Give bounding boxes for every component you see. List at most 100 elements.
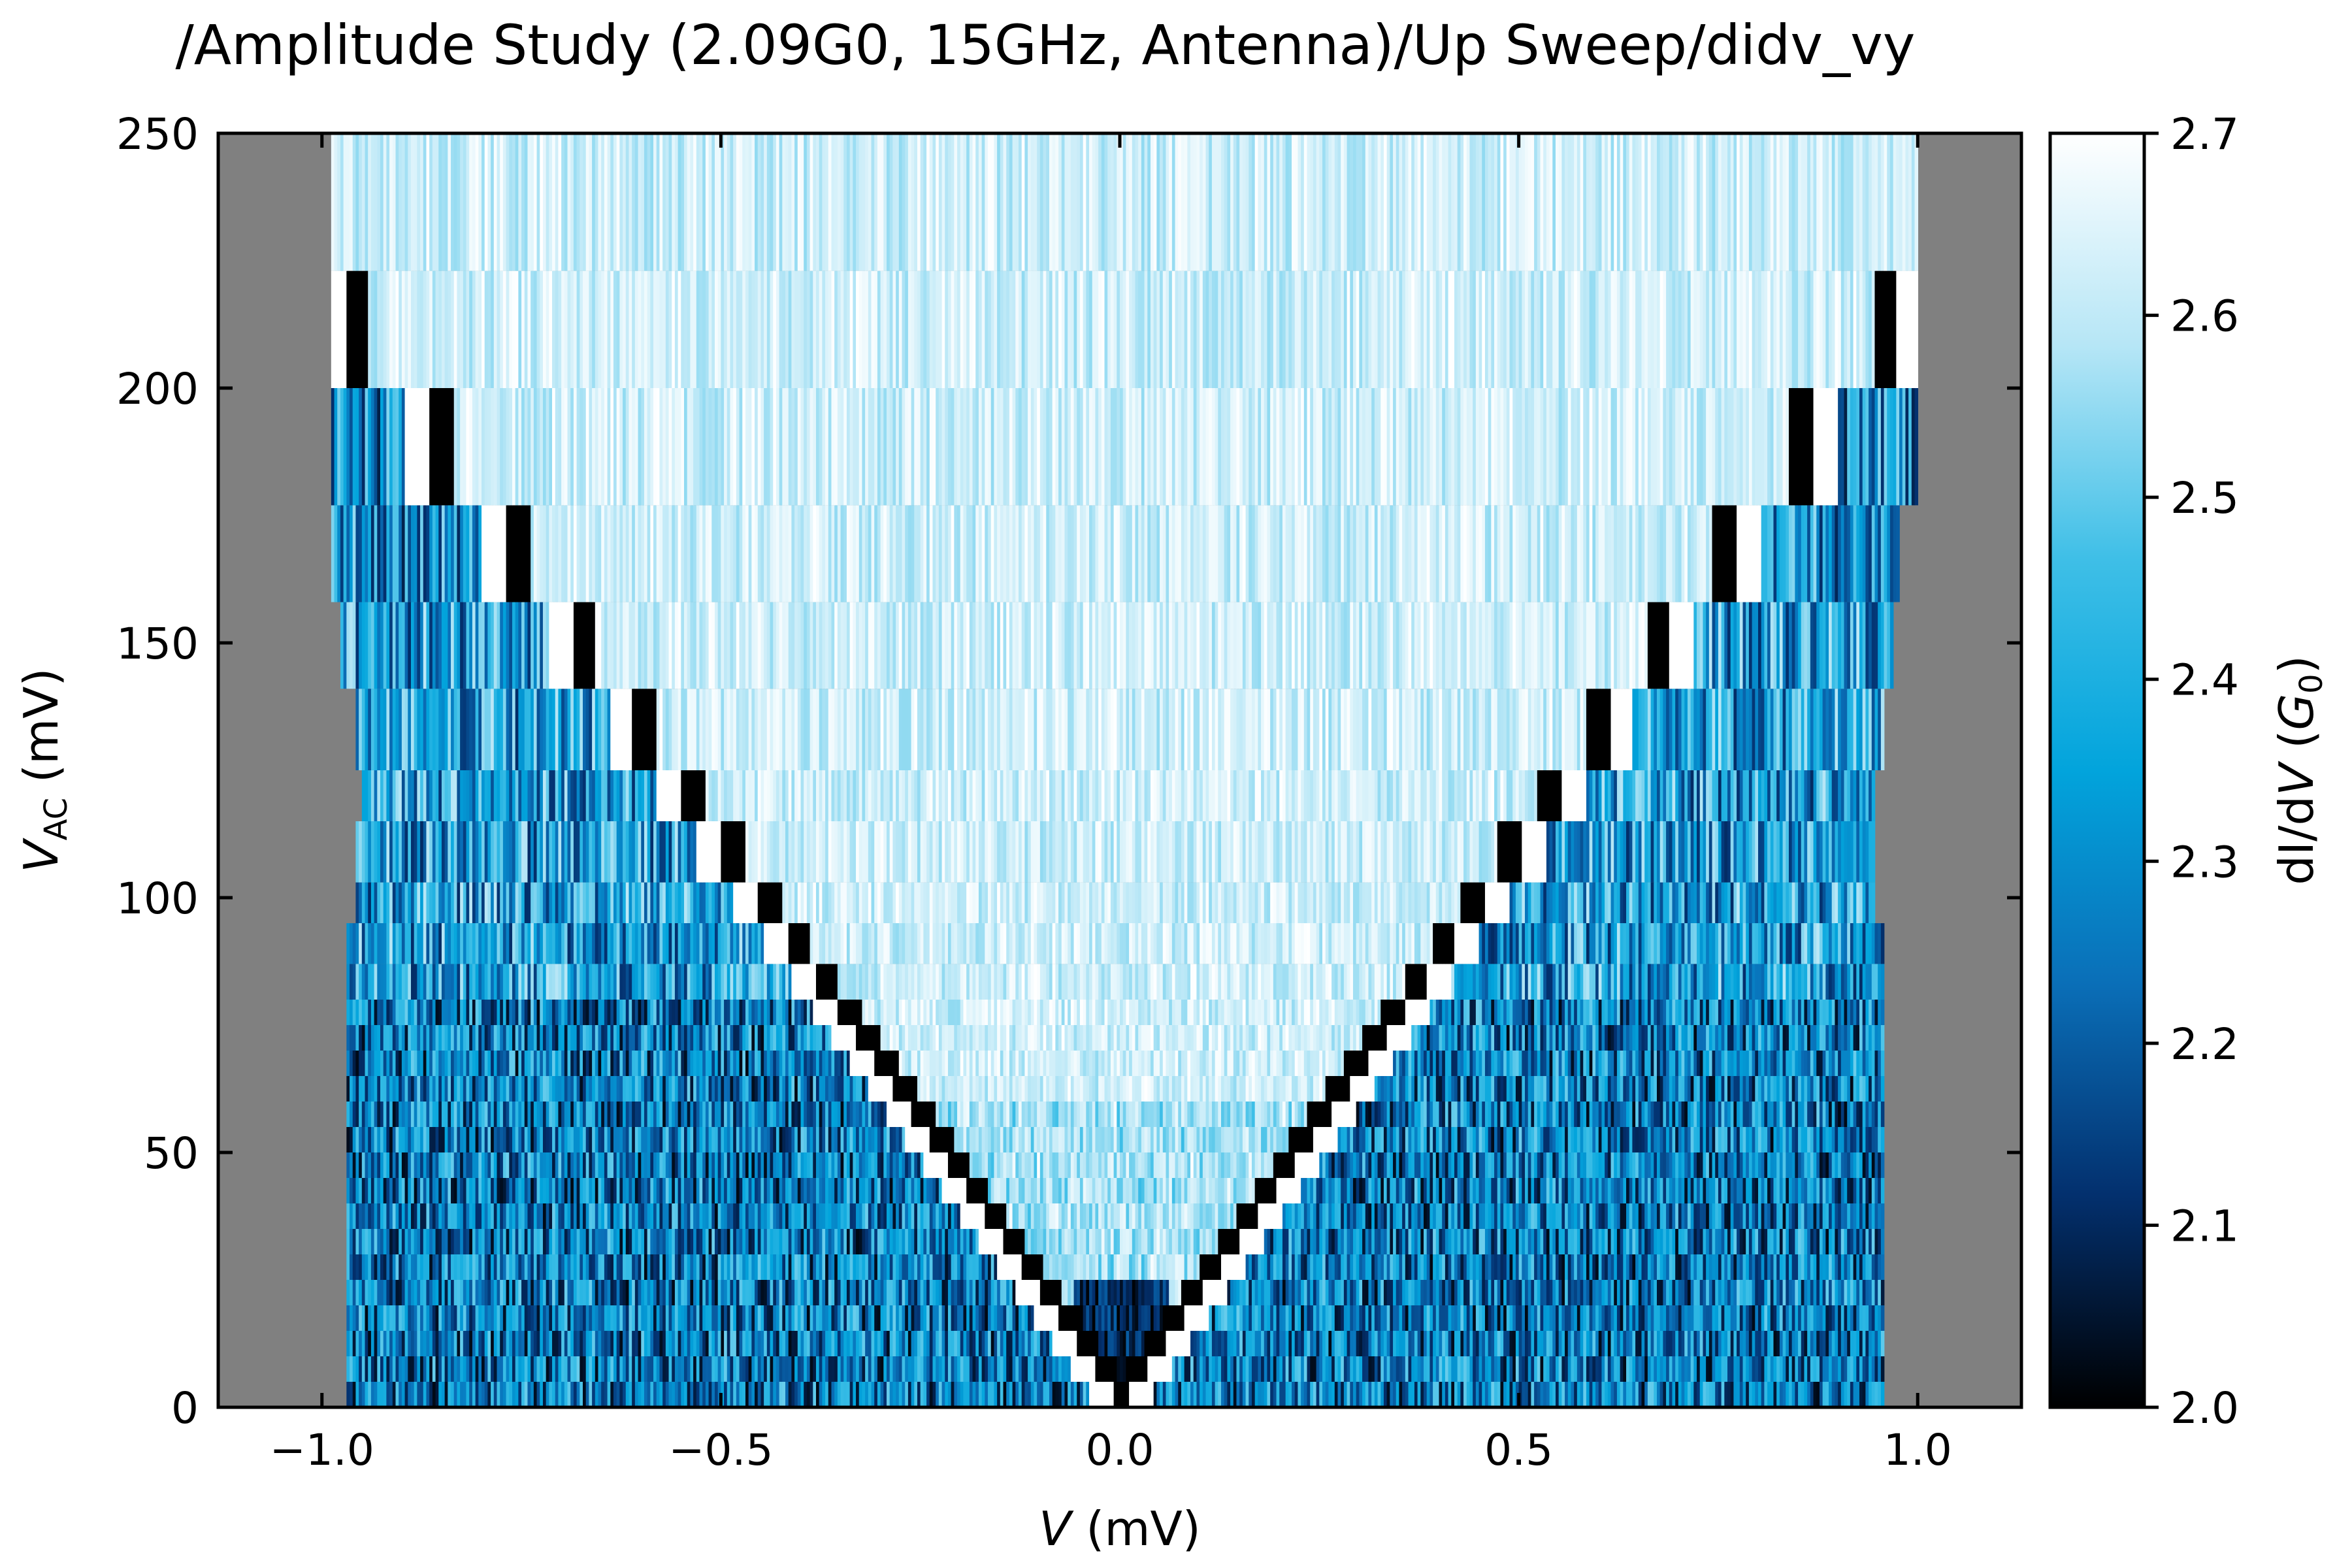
heatmap-cell <box>1424 1254 1428 1280</box>
heatmap-cell <box>825 1331 829 1356</box>
heatmap-cell <box>1576 1305 1581 1331</box>
heatmap-cell <box>1522 1152 1526 1178</box>
heatmap-cell <box>1110 1356 1115 1382</box>
heatmap-cell <box>773 1305 777 1331</box>
heatmap-cell <box>546 1254 550 1280</box>
heatmap-cell <box>1767 1331 1771 1356</box>
heatmap-cell <box>1399 1382 1403 1407</box>
heatmap-cell <box>1224 1305 1228 1331</box>
heatmap-cell <box>1110 1305 1115 1331</box>
heatmap-cell <box>858 1178 863 1203</box>
heatmap-cell <box>438 1356 442 1382</box>
heatmap-cell <box>1874 1356 1878 1382</box>
heatmap-cell <box>1258 1356 1262 1382</box>
heatmap-cell <box>1862 1254 1867 1280</box>
heatmap-cell <box>653 1152 657 1178</box>
heatmap-cell <box>518 1305 522 1331</box>
heatmap-cell <box>1077 1178 1081 1203</box>
heatmap-cell <box>1156 1229 1160 1254</box>
heatmap-cell <box>451 1280 455 1305</box>
heatmap-cell <box>448 1280 451 1305</box>
heatmap-cell <box>1405 1382 1409 1407</box>
heatmap-cell <box>457 1254 461 1280</box>
heatmap-cell <box>1620 1229 1624 1254</box>
heatmap-cell <box>417 1178 421 1203</box>
heatmap-cell <box>785 1203 789 1229</box>
heatmap-cell <box>1623 1178 1627 1203</box>
heatmap-cell <box>1095 1305 1099 1331</box>
heatmap-cell <box>1448 1331 1452 1356</box>
heatmap-cell <box>1184 1178 1188 1203</box>
heatmap-cell <box>905 1229 909 1254</box>
heatmap-cell <box>1831 1203 1836 1229</box>
heatmap-cell <box>509 1229 513 1254</box>
heatmap-cell <box>1000 1203 1004 1229</box>
heatmap-cell <box>945 1152 949 1178</box>
heatmap-cell <box>1316 1331 1320 1356</box>
heatmap-cell <box>751 1305 755 1331</box>
heatmap-cell <box>856 1331 860 1356</box>
heatmap-cell <box>598 1229 602 1254</box>
heatmap-cell <box>997 1152 1001 1178</box>
heatmap-cell <box>985 1152 988 1178</box>
heatmap-cell <box>469 1152 473 1178</box>
heatmap-cell <box>540 1152 544 1178</box>
heatmap-cell <box>1086 1305 1090 1331</box>
heatmap-cell <box>1715 1203 1719 1229</box>
heatmap-cell <box>1190 1203 1194 1229</box>
heatmap-cell <box>905 1203 909 1229</box>
heatmap-cell <box>760 1331 764 1356</box>
heatmap-cell <box>843 1382 847 1407</box>
heatmap-cell <box>828 1152 832 1178</box>
heatmap-cell <box>1488 1203 1492 1229</box>
heatmap-cell <box>1028 1356 1032 1382</box>
heatmap-cell <box>580 1382 583 1407</box>
heatmap-cell <box>1589 1203 1593 1229</box>
heatmap-cell <box>665 1229 670 1254</box>
heatmap-cell <box>1761 1382 1765 1407</box>
heatmap-cell <box>1347 1280 1351 1305</box>
heatmap-cell <box>1267 1152 1271 1178</box>
heatmap-cell <box>760 1229 764 1254</box>
heatmap-cell <box>1647 1229 1652 1254</box>
heatmap-cell <box>1024 1254 1028 1280</box>
heatmap-cell <box>641 1356 645 1382</box>
heatmap-cell <box>1527 1178 1532 1203</box>
heatmap-cell <box>1757 1152 1762 1178</box>
heatmap-cell <box>843 1254 847 1280</box>
heatmap-cell <box>1442 1382 1446 1407</box>
heatmap-cell <box>1221 1254 1225 1280</box>
heatmap-cell <box>1445 1356 1449 1382</box>
heatmap-cell <box>681 1305 685 1331</box>
heatmap-cell <box>1675 1178 1679 1203</box>
heatmap-cell <box>1687 1280 1691 1305</box>
heatmap-cell <box>1574 1203 1578 1229</box>
heatmap-cell <box>1460 1229 1464 1254</box>
heatmap-cell <box>1804 1280 1808 1305</box>
heatmap-cell <box>1871 1305 1876 1331</box>
heatmap-cell <box>389 1331 393 1356</box>
heatmap-cell <box>1770 1356 1774 1382</box>
heatmap-cell <box>1840 1382 1845 1407</box>
heatmap-cell <box>1417 1331 1422 1356</box>
heatmap-cell <box>1408 1203 1413 1229</box>
heatmap-cell <box>892 1280 896 1305</box>
heatmap-cell <box>1690 1203 1695 1229</box>
heatmap-cell <box>1580 1382 1584 1407</box>
heatmap-cell <box>1494 1331 1498 1356</box>
heatmap-cell <box>1786 1382 1789 1407</box>
heatmap-cell <box>693 1356 697 1382</box>
heatmap-cell <box>1264 1178 1268 1203</box>
heatmap-cell <box>632 1152 636 1178</box>
heatmap-cell <box>509 1152 513 1178</box>
heatmap-cell <box>1328 1331 1332 1356</box>
heatmap-cell <box>773 1382 777 1407</box>
heatmap-cell <box>601 1203 605 1229</box>
heatmap-cell <box>736 1280 740 1305</box>
heatmap-cell <box>862 1254 866 1280</box>
heatmap-cell <box>708 1203 713 1229</box>
heatmap-cell <box>1166 1178 1169 1203</box>
heatmap-cell <box>788 1356 792 1382</box>
heatmap-cell <box>1393 1356 1397 1382</box>
heatmap-cell <box>1261 1356 1265 1382</box>
